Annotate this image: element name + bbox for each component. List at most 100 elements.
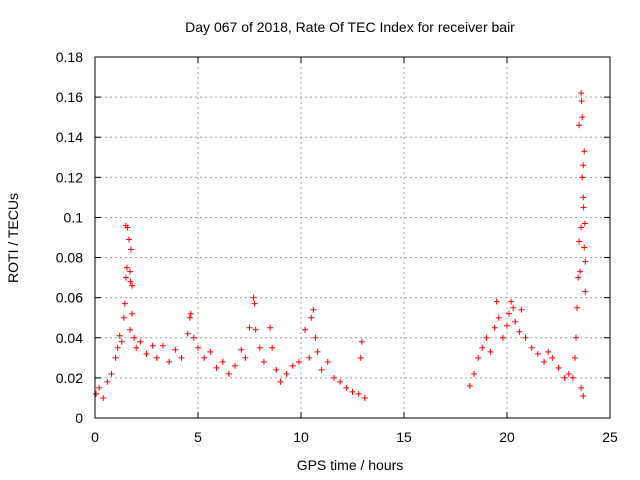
y-tick-label: 0.16 <box>56 89 83 105</box>
y-tick-label: 0.08 <box>56 250 83 266</box>
data-point <box>534 350 541 357</box>
data-point <box>100 394 107 401</box>
data-point <box>207 348 214 355</box>
y-tick-label: 0.1 <box>64 209 84 225</box>
data-point <box>576 122 583 129</box>
data-point <box>569 374 576 381</box>
data-point <box>121 300 128 307</box>
data-point <box>166 358 173 365</box>
x-tick-label: 15 <box>396 429 412 445</box>
data-point <box>213 364 220 371</box>
data-point <box>361 394 368 401</box>
chart-title: Day 067 of 2018, Rate Of TEC Index for r… <box>185 19 515 35</box>
data-point <box>581 244 588 251</box>
data-point <box>516 328 523 335</box>
data-point <box>561 374 568 381</box>
data-point <box>308 314 315 321</box>
data-point <box>491 324 498 331</box>
data-point <box>324 358 331 365</box>
data-point <box>576 238 583 245</box>
y-tick-label: 0.06 <box>56 290 83 306</box>
x-tick-label: 10 <box>293 429 309 445</box>
data-point <box>219 358 226 365</box>
data-point <box>273 366 280 373</box>
data-point <box>232 362 239 369</box>
data-point <box>581 220 588 227</box>
data-point <box>493 298 500 305</box>
data-point <box>355 390 362 397</box>
data-point <box>137 338 144 345</box>
data-point <box>579 114 586 121</box>
data-point <box>149 342 156 349</box>
data-point <box>124 224 131 231</box>
data-point <box>153 354 160 361</box>
data-point <box>129 310 136 317</box>
data-point <box>508 298 515 305</box>
data-point <box>518 306 525 313</box>
data-point <box>114 344 121 351</box>
data-point <box>495 314 502 321</box>
data-point <box>541 358 548 365</box>
data-point <box>555 364 562 371</box>
data-point <box>571 354 578 361</box>
data-point <box>487 348 494 355</box>
data-point <box>483 334 490 341</box>
y-tick-label: 0 <box>75 410 83 426</box>
data-point <box>186 314 193 321</box>
data-point <box>201 354 208 361</box>
data-point <box>565 370 572 377</box>
data-point <box>580 162 587 169</box>
data-point <box>246 324 253 331</box>
x-tick-label: 5 <box>194 429 202 445</box>
data-point <box>143 350 150 357</box>
data-point <box>123 264 130 271</box>
data-point <box>131 334 138 341</box>
data-point <box>260 358 267 365</box>
data-point <box>499 334 506 341</box>
data-point <box>251 300 258 307</box>
data-point <box>580 392 587 399</box>
data-point <box>578 98 585 105</box>
data-point <box>269 344 276 351</box>
data-point <box>310 306 317 313</box>
y-tick-label: 0.14 <box>56 129 83 145</box>
data-point <box>112 354 119 361</box>
y-axis-label: ROTI / TECUs <box>5 193 21 283</box>
data-point <box>108 370 115 377</box>
data-point <box>93 390 100 397</box>
data-point <box>582 288 589 295</box>
data-point <box>349 388 356 395</box>
data-point <box>242 354 249 361</box>
x-axis: 0 5 10 15 20 25 <box>91 57 618 445</box>
x-tick-label: 0 <box>91 429 99 445</box>
data-point <box>577 268 584 275</box>
y-tick-label: 0.12 <box>56 169 83 185</box>
data-point <box>116 332 123 339</box>
data-point <box>466 382 473 389</box>
data-point <box>306 354 313 361</box>
data-point <box>358 338 365 345</box>
data-point <box>178 354 185 361</box>
data-point <box>133 344 140 351</box>
data-point <box>318 366 325 373</box>
data-point <box>127 278 134 285</box>
data-point <box>479 344 486 351</box>
data-point <box>357 354 364 361</box>
data-point <box>159 342 166 349</box>
data-point <box>575 274 582 281</box>
data-point <box>184 330 191 337</box>
data-point <box>581 148 588 155</box>
data-point <box>314 348 321 355</box>
data-point <box>256 344 263 351</box>
data-point <box>127 326 134 333</box>
data-point <box>295 358 302 365</box>
data-point <box>580 204 587 211</box>
data-point <box>122 274 129 281</box>
data-point <box>96 384 103 391</box>
data-point <box>225 370 232 377</box>
grid-lines <box>95 57 610 418</box>
data-point <box>120 314 127 321</box>
data-point <box>573 334 580 341</box>
data-point <box>195 344 201 351</box>
